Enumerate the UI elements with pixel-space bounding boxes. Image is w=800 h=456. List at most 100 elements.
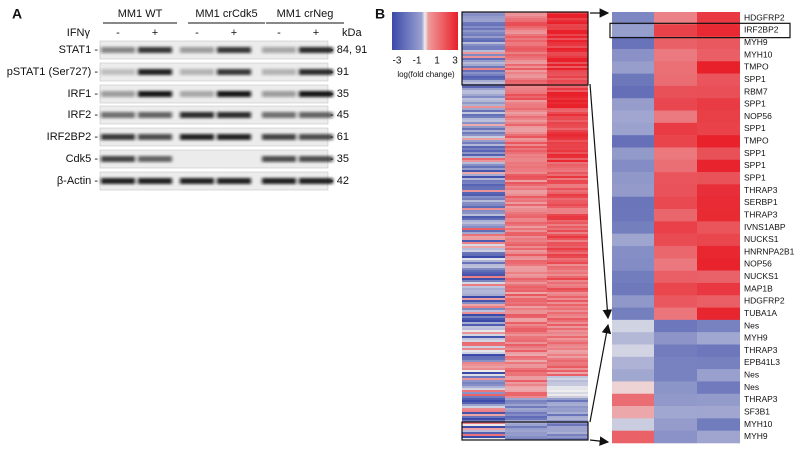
highlight-box <box>461 11 589 86</box>
heat-cell <box>462 250 505 252</box>
heat-cell <box>547 92 588 94</box>
heat-cell <box>462 282 505 284</box>
heat-cell <box>547 66 588 68</box>
heat-cell <box>654 307 697 321</box>
heat-cell <box>462 274 505 276</box>
heat-cell <box>505 226 547 228</box>
heat-cell <box>547 410 588 412</box>
heat-cell <box>547 262 588 264</box>
heat-cell <box>462 332 505 334</box>
heat-cell <box>462 174 505 176</box>
heat-cell <box>505 216 547 218</box>
heat-cell <box>547 24 588 26</box>
heat-cell <box>547 238 588 240</box>
heat-cell <box>547 62 588 64</box>
heat-cell <box>505 260 547 262</box>
blot-band <box>138 47 172 53</box>
heat-cell <box>462 338 505 340</box>
heat-cell <box>462 58 505 60</box>
heat-cell <box>697 85 740 99</box>
heat-cell <box>697 221 740 234</box>
gene-label: NOP56 <box>744 111 772 121</box>
heat-cell <box>505 388 547 390</box>
heat-cell <box>462 272 505 274</box>
heat-cell <box>547 46 588 48</box>
heat-cell <box>547 302 588 304</box>
gene-label: MYH9 <box>744 37 768 47</box>
heat-cell <box>462 52 505 54</box>
heat-cell <box>505 182 547 184</box>
arrow <box>589 436 610 446</box>
heat-cell <box>547 368 588 370</box>
heat-cell <box>505 366 547 368</box>
heat-cell <box>505 306 547 308</box>
gene-label: THRAP3 <box>744 185 778 195</box>
gene-label: THRAP3 <box>744 394 778 404</box>
heat-cell <box>462 422 505 424</box>
colorbar-label: log(fold change) <box>397 70 455 79</box>
heat-cell <box>505 428 547 430</box>
heat-cell <box>462 16 505 18</box>
heat-cell <box>547 40 588 42</box>
heat-cell <box>505 142 547 144</box>
heat-cell <box>462 228 505 230</box>
heat-cell <box>547 376 588 378</box>
heat-cell <box>697 159 740 173</box>
heat-cell <box>697 36 740 50</box>
heat-cell <box>547 276 588 278</box>
heat-cell <box>462 352 505 354</box>
heat-cell <box>505 362 547 364</box>
heat-cell <box>462 278 505 280</box>
heat-cell <box>697 258 740 271</box>
heat-cell <box>654 344 697 358</box>
heat-cell <box>505 314 547 316</box>
colorbar-tick: 1 <box>434 56 440 67</box>
heat-cell <box>462 224 505 226</box>
heat-cell <box>547 76 588 78</box>
blot-band <box>138 69 172 75</box>
heat-cell <box>505 124 547 126</box>
heat-cell <box>505 242 547 244</box>
heat-cell <box>505 316 547 318</box>
heat-cell <box>612 221 654 234</box>
heat-cell <box>462 222 505 224</box>
heat-cell <box>462 302 505 304</box>
heat-cell <box>547 334 588 336</box>
heat-cell <box>462 20 505 22</box>
heat-cell <box>654 147 697 161</box>
heat-cell <box>505 160 547 162</box>
heat-cell <box>547 114 588 116</box>
heat-cell <box>462 400 505 402</box>
heat-cell <box>547 72 588 74</box>
heat-cell <box>462 418 505 420</box>
heat-cell <box>505 74 547 76</box>
heat-cell <box>547 86 588 88</box>
heat-cell <box>505 310 547 312</box>
gene-label: TUBA1A <box>744 308 777 318</box>
heat-cell <box>547 278 588 280</box>
heat-cell <box>505 302 547 304</box>
heat-cell <box>462 176 505 178</box>
heat-cell <box>462 114 505 116</box>
heat-cell <box>505 430 547 432</box>
heat-cell <box>547 256 588 258</box>
heat-cell <box>462 432 505 434</box>
heat-cell <box>505 204 547 206</box>
size-label: - 45 <box>330 109 349 121</box>
heat-cell <box>547 38 588 40</box>
heat-cell <box>547 400 588 402</box>
heat-cell <box>462 38 505 40</box>
heat-cell <box>462 420 505 422</box>
colorbar-tick: -1 <box>413 56 422 67</box>
heat-cell <box>697 381 740 395</box>
heat-cell <box>547 292 588 294</box>
heat-cell <box>505 400 547 402</box>
heat-cell <box>462 360 505 362</box>
blot-band <box>101 134 135 140</box>
blot-band <box>101 47 135 53</box>
heat-cell <box>547 150 588 152</box>
gene-label: NUCKS1 <box>744 271 779 281</box>
heat-cell <box>462 426 505 428</box>
heat-cell <box>697 98 740 111</box>
heat-cell <box>462 12 505 14</box>
